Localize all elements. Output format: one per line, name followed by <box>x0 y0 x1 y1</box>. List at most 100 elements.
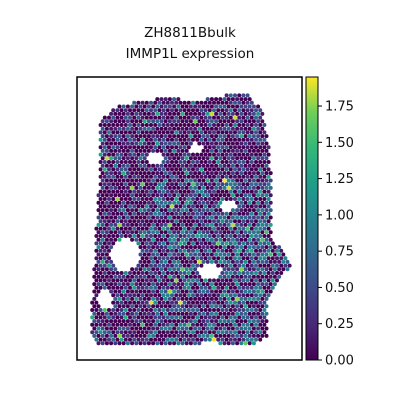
spot <box>159 304 164 309</box>
spot <box>266 211 271 216</box>
spot <box>184 311 189 316</box>
colorbar-tick-label: 0.50 <box>325 281 354 296</box>
spot <box>149 285 153 290</box>
spot <box>216 241 221 246</box>
spot <box>228 278 233 283</box>
spot <box>146 326 151 331</box>
spot <box>174 100 179 105</box>
spot <box>228 271 233 275</box>
spot <box>243 97 248 102</box>
spot <box>188 237 193 242</box>
spot <box>123 182 128 187</box>
spot <box>258 211 263 216</box>
spot <box>247 171 252 176</box>
spot <box>163 319 168 324</box>
spot <box>138 200 143 205</box>
spot <box>92 274 97 279</box>
spot <box>134 311 139 316</box>
spot <box>159 319 164 324</box>
spot <box>130 296 135 301</box>
spot <box>258 130 263 135</box>
spot <box>222 148 227 153</box>
spot <box>262 248 267 253</box>
spot <box>117 282 122 287</box>
spot <box>256 333 261 338</box>
spot <box>245 337 250 342</box>
spot <box>102 174 107 179</box>
spot <box>203 130 208 135</box>
spot <box>220 308 225 312</box>
spot <box>226 296 231 301</box>
spot <box>249 123 254 127</box>
spot <box>233 285 237 290</box>
spot <box>186 263 191 268</box>
spot <box>235 289 240 294</box>
spot <box>241 130 246 135</box>
spot <box>128 315 132 320</box>
spot <box>243 200 248 205</box>
spot <box>247 208 252 213</box>
spot <box>113 208 118 213</box>
spot <box>170 167 174 172</box>
spot <box>107 315 111 320</box>
spot <box>174 182 179 187</box>
spot <box>203 337 208 342</box>
spot <box>174 160 179 164</box>
spot <box>172 215 177 220</box>
spot <box>102 308 107 312</box>
spot <box>207 137 212 142</box>
spot <box>107 271 111 275</box>
spot <box>151 111 156 116</box>
spot <box>233 211 237 216</box>
spot <box>157 211 162 216</box>
spot <box>233 189 237 194</box>
spot <box>205 141 210 146</box>
spot <box>218 333 223 338</box>
spot <box>239 171 244 176</box>
spot <box>201 141 206 146</box>
spot <box>138 259 143 264</box>
spot <box>258 204 263 209</box>
spot <box>109 237 114 242</box>
spot <box>275 271 279 275</box>
spot <box>212 130 216 135</box>
spot <box>260 274 265 279</box>
spot <box>119 108 124 113</box>
spot <box>176 171 181 176</box>
spot <box>180 319 185 324</box>
spot <box>222 171 227 176</box>
spot <box>222 289 227 294</box>
spot <box>115 115 120 120</box>
spot <box>142 215 147 220</box>
spot <box>151 296 156 301</box>
spot <box>123 271 128 275</box>
spot <box>138 185 143 190</box>
spot <box>251 222 256 227</box>
spot <box>251 148 256 153</box>
spot <box>94 248 99 253</box>
spot <box>142 230 147 235</box>
spot <box>128 211 132 216</box>
spot <box>142 156 147 161</box>
spot <box>264 215 269 220</box>
spot <box>218 111 223 116</box>
spot <box>212 174 216 179</box>
spot <box>188 259 193 264</box>
spot <box>237 315 242 320</box>
spot <box>178 197 183 201</box>
spot <box>243 141 248 146</box>
spot <box>111 285 116 290</box>
spot <box>184 185 189 190</box>
spot <box>117 296 122 301</box>
spot <box>251 230 256 235</box>
spot <box>258 322 263 327</box>
spot <box>258 278 263 283</box>
spot <box>153 293 158 298</box>
colorbar-tick-label: 1.75 <box>325 100 354 115</box>
spot <box>100 326 105 331</box>
spot <box>180 326 185 331</box>
spot <box>205 126 210 131</box>
spot <box>184 237 189 242</box>
spot <box>218 185 223 190</box>
spot <box>142 245 147 250</box>
